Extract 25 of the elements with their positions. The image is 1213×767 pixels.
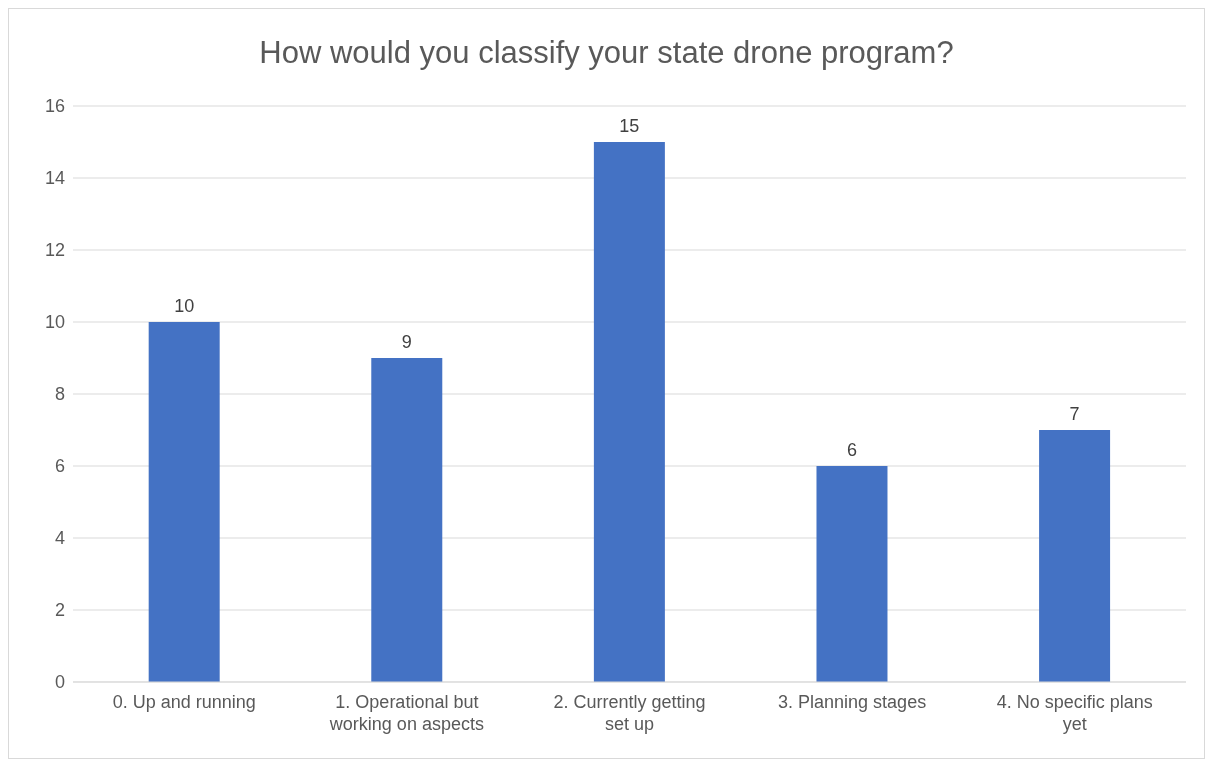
data-label: 7 <box>1069 404 1080 424</box>
y-tick-label: 10 <box>44 312 65 333</box>
bar <box>1039 430 1111 682</box>
y-tick-label: 4 <box>54 528 65 549</box>
bar <box>593 142 665 682</box>
y-tick-label: 6 <box>54 456 65 477</box>
y-tick-label: 0 <box>54 672 65 693</box>
bar <box>148 322 220 682</box>
y-tick-label: 8 <box>54 384 65 405</box>
y-tick-label: 2 <box>54 600 65 621</box>
data-label: 15 <box>619 116 640 136</box>
y-tick-label: 12 <box>44 240 65 261</box>
x-tick-label: 3. Planning stages <box>778 692 927 712</box>
data-label: 6 <box>846 440 857 460</box>
y-tick-label: 14 <box>44 168 65 189</box>
y-tick-label: 16 <box>44 96 65 117</box>
bar <box>816 466 888 682</box>
x-tick-label: 4. No specific plans yet <box>996 692 1153 734</box>
data-label: 9 <box>401 332 412 352</box>
x-tick-label: 1. Operational but working on aspects <box>328 692 484 734</box>
bar <box>371 358 443 682</box>
x-tick-label: 2. Currently getting set up <box>553 692 706 734</box>
chart-title: How would you classify your state drone program? <box>258 35 955 71</box>
data-label: 10 <box>174 296 195 316</box>
x-tick-label: 0. Up and running <box>112 692 256 712</box>
